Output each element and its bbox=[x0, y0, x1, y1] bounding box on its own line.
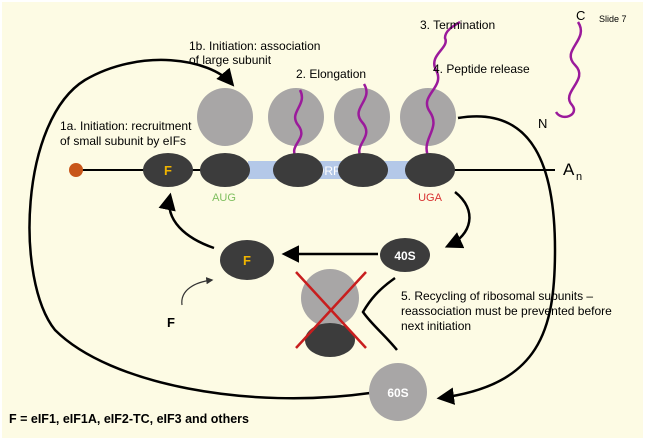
factor-input-arrow bbox=[181, 277, 214, 306]
footer-legend: F = eIF1, eIF1A, eIF2-TC, eIF3 and other… bbox=[9, 412, 249, 426]
factor-label-on-mrna: F bbox=[164, 163, 172, 178]
step-1b-label-line2: of large subunit bbox=[189, 53, 272, 67]
slide-number: Slide 7 bbox=[599, 14, 627, 24]
outer-recycling-loop bbox=[28, 58, 371, 400]
factor-input-label: F bbox=[167, 315, 175, 330]
small-subunit-elongation-2 bbox=[338, 153, 388, 187]
start-codon-label: AUG bbox=[212, 192, 236, 204]
large-subunit-termination bbox=[400, 88, 456, 146]
nascent-peptide-1 bbox=[292, 89, 304, 161]
small-subunit-release-arrow bbox=[444, 191, 471, 249]
factor-to-initiation-arrow bbox=[158, 192, 215, 250]
step-1a-label-line2: of small subunit by eIFs bbox=[60, 134, 186, 148]
recycling-brace bbox=[361, 276, 398, 351]
free-large-subunit bbox=[369, 363, 427, 421]
poly-a-tail-subscript: n bbox=[576, 171, 582, 183]
peptide-c-terminus: C bbox=[576, 8, 585, 23]
five-prime-cap bbox=[69, 163, 83, 177]
step-1b-label-line1: 1b. Initiation: association bbox=[189, 39, 320, 53]
stop-codon-label: UGA bbox=[418, 192, 443, 204]
step-2-label: 2. Elongation bbox=[296, 67, 366, 81]
large-subunit-label: 60S bbox=[387, 386, 408, 400]
step-3-label: 3. Termination bbox=[420, 18, 495, 32]
small-subunit-elongation-1 bbox=[273, 153, 323, 187]
small-subunit-label: 40S bbox=[394, 249, 415, 263]
free-small-subunit bbox=[380, 238, 430, 272]
large-subunit-release-loop bbox=[436, 115, 557, 405]
large-subunit-elongation-2 bbox=[334, 88, 390, 146]
free-factor-label: F bbox=[243, 253, 251, 268]
free-factor-complex bbox=[220, 240, 274, 280]
step-1a-label-line1: 1a. Initiation: recruitment bbox=[60, 119, 192, 133]
small-subunit-termination bbox=[405, 153, 455, 187]
step-5-label-line3: next initiation bbox=[401, 319, 471, 333]
step-4-label: 4. Peptide release bbox=[433, 62, 530, 76]
nascent-peptide-3 bbox=[425, 20, 461, 161]
small-subunit-initiation bbox=[200, 153, 250, 187]
poly-a-tail-label: A bbox=[563, 160, 575, 179]
step-5-label-line1: 5. Recycling of ribosomal subunits – bbox=[401, 289, 593, 303]
nascent-peptide-2 bbox=[357, 83, 368, 161]
peptide-n-terminus: N bbox=[538, 116, 547, 131]
blocked-small-subunit bbox=[305, 323, 355, 357]
large-subunit-initiation bbox=[197, 88, 253, 146]
blocked-large-subunit bbox=[301, 269, 359, 327]
factor-bound-small-subunit bbox=[143, 153, 193, 187]
released-peptide bbox=[554, 21, 582, 119]
cross-line-2 bbox=[295, 271, 367, 349]
step-5-label-line2: reassociation must be prevented before bbox=[401, 304, 612, 318]
